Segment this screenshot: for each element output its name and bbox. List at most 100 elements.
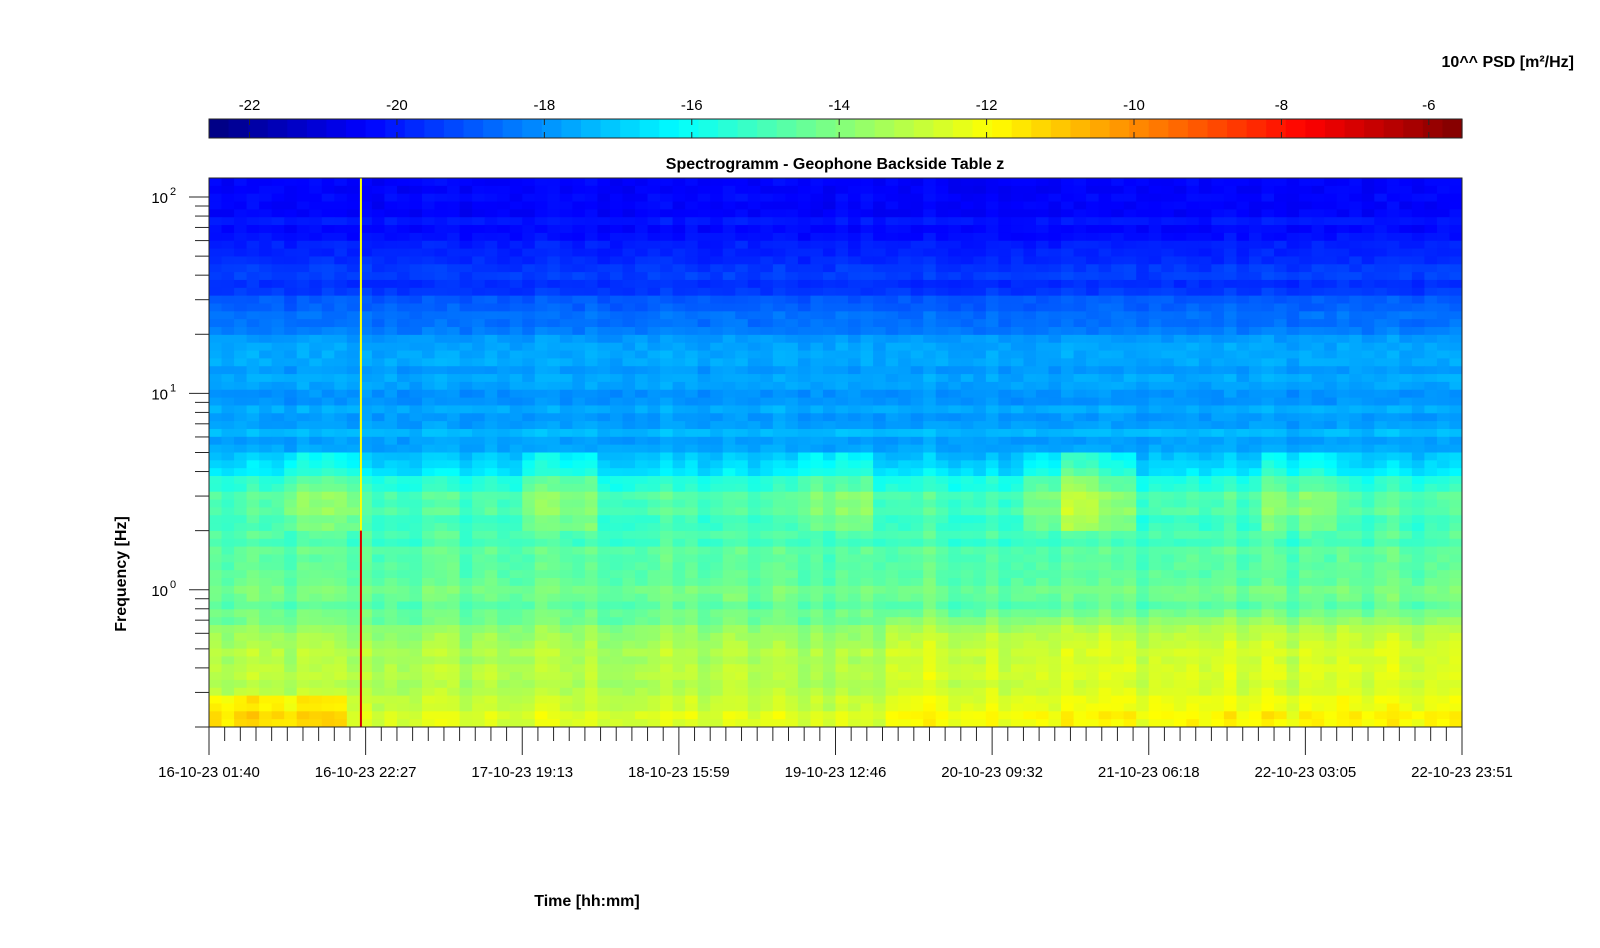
heatmap-cell — [785, 342, 799, 352]
heatmap-cell — [1236, 232, 1250, 242]
heatmap-cell — [1361, 209, 1375, 218]
heatmap-cell — [1048, 240, 1062, 250]
heatmap-cell — [1399, 232, 1413, 242]
heatmap-cell — [1211, 201, 1225, 210]
heatmap-cell — [259, 287, 273, 297]
heatmap-cell — [284, 397, 298, 407]
heatmap-cell — [422, 421, 436, 430]
heatmap-cell — [1311, 358, 1325, 367]
heatmap-cell — [923, 554, 937, 563]
heatmap-cell — [1111, 303, 1125, 312]
heatmap-cell — [1010, 452, 1025, 461]
heatmap-cell — [985, 264, 999, 273]
heatmap-cell — [735, 342, 749, 352]
heatmap-cell — [672, 240, 686, 250]
heatmap-cell — [848, 444, 862, 454]
heatmap-cell — [1274, 319, 1288, 328]
heatmap-cell — [1286, 436, 1300, 446]
heatmap-cell — [1211, 546, 1225, 556]
heatmap-cell — [885, 397, 899, 407]
heatmap-cell — [1223, 279, 1238, 289]
heatmap-cell — [1361, 287, 1375, 297]
colorbar-cell — [424, 119, 445, 138]
heatmap-cell — [1186, 546, 1200, 556]
heatmap-cell — [1010, 523, 1025, 532]
heatmap-cell — [760, 295, 774, 305]
heatmap-cell — [898, 319, 912, 328]
heatmap-cell — [860, 319, 874, 328]
heatmap-cell — [547, 499, 561, 508]
heatmap-cell — [447, 397, 461, 407]
heatmap-cell — [1361, 303, 1375, 312]
heatmap-cell — [1261, 546, 1275, 556]
heatmap-cell — [860, 201, 874, 210]
heatmap-cell — [1161, 209, 1175, 218]
heatmap-cell — [710, 444, 724, 454]
heatmap-cell — [973, 240, 987, 250]
heatmap-cell — [1148, 483, 1162, 493]
heatmap-cell — [1449, 530, 1462, 540]
heatmap-cell — [609, 334, 624, 344]
heatmap-cell — [559, 256, 573, 265]
heatmap-cell — [1286, 201, 1300, 210]
heatmap-cell — [1361, 389, 1375, 399]
heatmap-cell — [572, 413, 586, 422]
heatmap-cell — [1349, 327, 1363, 336]
heatmap-cell — [973, 523, 987, 532]
heatmap-cell — [259, 436, 273, 446]
heatmap-cell — [572, 381, 586, 391]
heatmap-cell — [1198, 546, 1212, 556]
heatmap-cell — [998, 272, 1012, 281]
heatmap-cell — [1349, 358, 1363, 367]
heatmap-cell — [1048, 476, 1062, 485]
heatmap-cell — [1173, 217, 1187, 226]
heatmap-cell — [772, 350, 786, 359]
heatmap-cell — [409, 444, 423, 454]
heatmap-cell — [1261, 436, 1275, 446]
heatmap-cell — [321, 311, 335, 320]
heatmap-cell — [647, 303, 661, 312]
heatmap-cell — [1198, 491, 1212, 501]
heatmap-cell — [609, 491, 624, 501]
heatmap-cell — [1324, 256, 1338, 265]
heatmap-cell — [1324, 546, 1338, 556]
heatmap-cell — [1311, 279, 1325, 289]
heatmap-cell — [234, 319, 248, 328]
heatmap-cell — [1148, 546, 1162, 556]
heatmap-cell — [835, 460, 849, 469]
heatmap-cell — [1123, 358, 1137, 367]
heatmap-cell — [685, 279, 699, 289]
heatmap-cell — [1023, 421, 1037, 430]
heatmap-cell — [1424, 225, 1438, 234]
heatmap-cell — [609, 374, 624, 383]
heatmap-cell — [1111, 264, 1125, 273]
heatmap-cell — [998, 366, 1012, 375]
heatmap-cell — [1086, 546, 1100, 556]
heatmap-cell — [334, 327, 348, 336]
heatmap-cell — [898, 389, 912, 399]
heatmap-cell — [396, 311, 411, 320]
heatmap-cell — [1073, 421, 1087, 430]
heatmap-cell — [559, 436, 573, 446]
heatmap-cell — [960, 193, 974, 203]
heatmap-cell — [1261, 538, 1275, 548]
heatmap-cell — [1173, 327, 1187, 336]
heatmap-cell — [271, 507, 285, 516]
heatmap-cell — [672, 272, 686, 281]
heatmap-cell — [1449, 468, 1462, 477]
heatmap-cell — [1023, 287, 1037, 297]
heatmap-cell — [772, 389, 786, 399]
heatmap-cell — [371, 366, 386, 375]
heatmap-cell — [1061, 358, 1075, 367]
heatmap-cell — [1086, 538, 1100, 548]
heatmap-cell — [1198, 389, 1212, 399]
heatmap-cell — [1211, 444, 1225, 454]
heatmap-cell — [1261, 311, 1275, 320]
heatmap-cell — [998, 499, 1012, 508]
heatmap-cell — [346, 397, 360, 407]
heatmap-cell — [584, 515, 599, 524]
heatmap-cell — [1274, 303, 1288, 312]
heatmap-cell — [1098, 185, 1112, 195]
heatmap-cell — [459, 358, 473, 367]
heatmap-cell — [635, 413, 649, 422]
